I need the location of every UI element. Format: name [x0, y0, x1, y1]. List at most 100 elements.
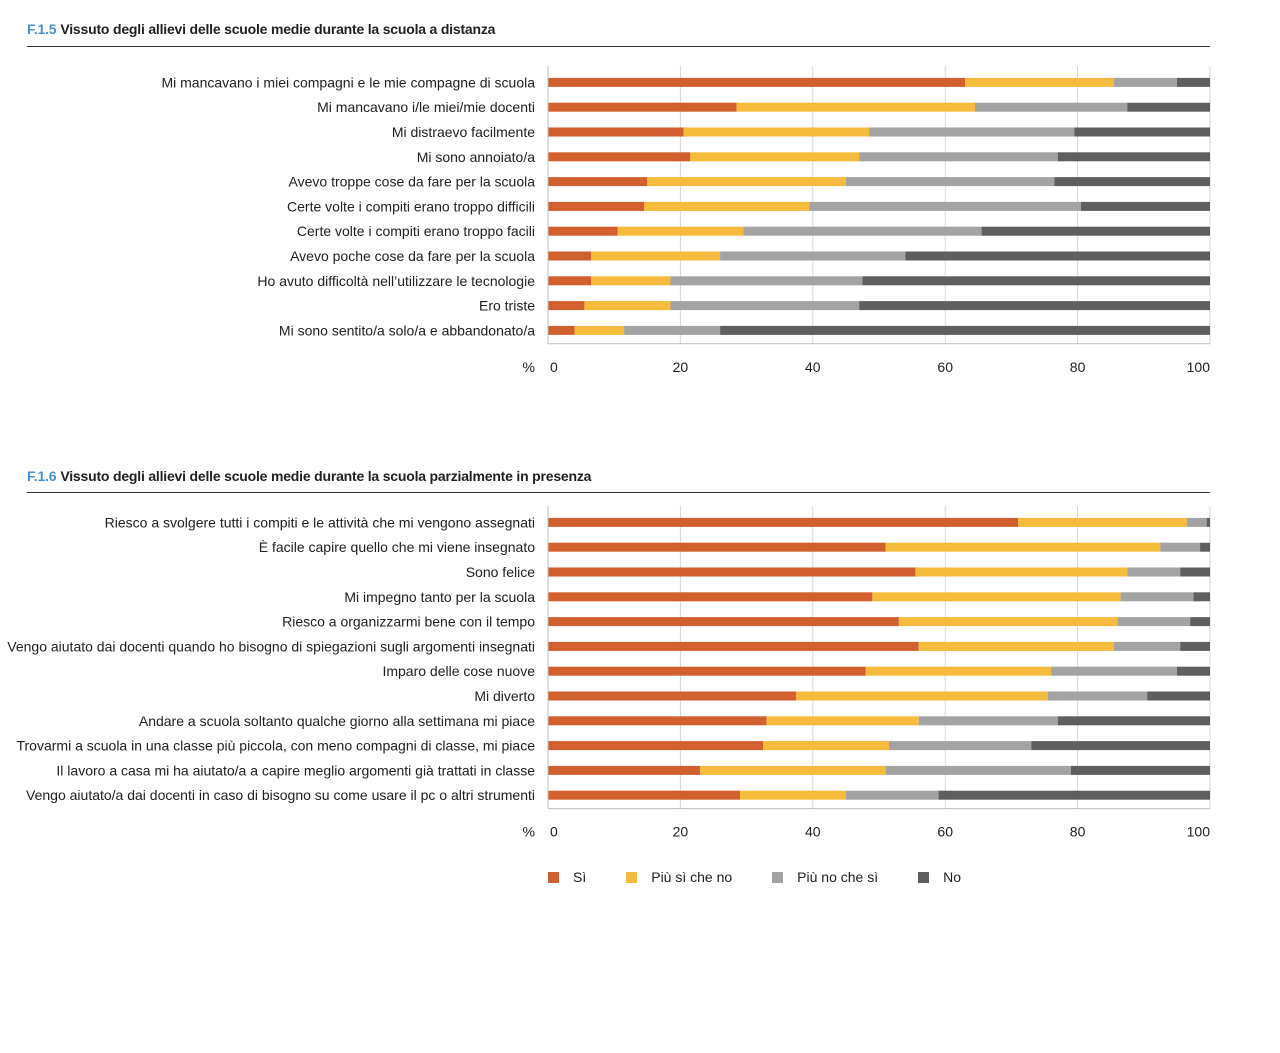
- bar-segment: [1057, 716, 1210, 726]
- legend-item-si: Sì: [548, 869, 586, 885]
- bar-segment: [1114, 641, 1181, 651]
- category-label: È facile capire quello che mi viene inse…: [259, 539, 535, 555]
- category-label: Ho avuto difficoltà nell’utilizzare le t…: [257, 273, 535, 289]
- bar-segment: [548, 790, 740, 800]
- category-label: Mi distraevo facilmente: [392, 124, 535, 140]
- bar-segment: [865, 666, 1052, 676]
- bar-segment: [974, 102, 1128, 112]
- bar-segment: [885, 765, 1071, 775]
- bar-segment: [859, 301, 1210, 311]
- bar-segment: [1120, 592, 1194, 602]
- bar-segment: [888, 741, 1032, 751]
- figure-code: F.1.6: [27, 468, 57, 484]
- legend-swatch: [918, 871, 930, 883]
- bar-segment: [1193, 592, 1210, 602]
- tick-label: 0: [550, 824, 558, 840]
- bar-segment: [548, 152, 691, 162]
- bar-segment: [918, 641, 1115, 651]
- bar-segment: [938, 790, 1210, 800]
- category-label: Andare a scuola soltanto qualche giorno …: [139, 713, 535, 729]
- category-label: Riesco a svolgere tutti i compiti e le a…: [105, 514, 535, 530]
- bar-segment: [548, 716, 767, 726]
- bar-segment: [548, 741, 764, 751]
- tick-label: 100: [1187, 824, 1211, 840]
- category-label: Trovarmi a scuola in una classe più picc…: [16, 738, 535, 754]
- category-label: Mi sono sentito/a solo/a e abbandonato/a: [279, 322, 535, 338]
- bar-segment: [1047, 691, 1148, 701]
- bar-segment: [548, 765, 701, 775]
- bar-segment: [700, 765, 886, 775]
- bar-segment: [1070, 765, 1210, 775]
- bar-segment: [1031, 741, 1210, 751]
- bar-segment: [885, 542, 1161, 552]
- bar-segment: [591, 276, 671, 286]
- legend-label: Più no che sì: [797, 869, 879, 885]
- bar-segment: [905, 251, 1210, 261]
- bar-segment: [1190, 617, 1210, 627]
- chart-title: F.1.5 Vissuto degli allievi delle scuole …: [27, 21, 495, 37]
- figure-title-text: Vissuto degli allievi delle scuole medie…: [60, 21, 496, 37]
- bar-segment: [1117, 617, 1191, 627]
- bar-segment: [1054, 177, 1210, 187]
- bar-segment: [683, 127, 870, 137]
- category-label: Mi sono annoiato/a: [417, 149, 536, 165]
- bar-segment: [548, 251, 592, 261]
- tick-label: 80: [1070, 824, 1086, 840]
- bar-segment: [548, 517, 1019, 527]
- bar-segment: [1176, 666, 1210, 676]
- bar-segment: [1114, 77, 1177, 87]
- legend-label: Più sì che no: [651, 869, 733, 885]
- bar-segment: [1057, 152, 1210, 162]
- tick-label: 40: [805, 359, 821, 375]
- bar-segment: [869, 127, 1075, 137]
- bar-segment: [796, 691, 1048, 701]
- bar-segment: [548, 666, 866, 676]
- stacked-bar-chart: Riesco a svolgere tutti i compiti e le a…: [7, 506, 1211, 840]
- bar-segment: [548, 102, 737, 112]
- category-label: Mi mancavano i miei compagni e le mie co…: [161, 74, 535, 90]
- bar-segment: [872, 592, 1121, 602]
- category-label: Certe volte i compiti erano troppo facil…: [297, 223, 535, 239]
- bar-segment: [548, 201, 644, 211]
- bar-segment: [859, 152, 1058, 162]
- bar-segment: [670, 276, 863, 286]
- category-label: Mi diverto: [474, 688, 535, 704]
- axis-unit-label: %: [523, 359, 535, 375]
- bar-segment: [1018, 517, 1187, 527]
- bar-segment: [548, 177, 648, 187]
- bar-segment: [743, 226, 982, 236]
- bar-segment: [915, 567, 1128, 577]
- bar-segment: [1180, 641, 1210, 651]
- legend-label: Sì: [573, 869, 587, 885]
- bar-segment: [720, 251, 906, 261]
- tick-label: 0: [550, 359, 558, 375]
- category-label: Riesco a organizzarmi bene con il tempo: [282, 614, 535, 630]
- tick-label: 60: [937, 824, 953, 840]
- bar-segment: [548, 127, 684, 137]
- category-label: Vengo aiutato/a dai docenti in caso di b…: [26, 787, 535, 803]
- bar-segment: [548, 301, 585, 311]
- bar-segment: [809, 201, 1081, 211]
- bar-segment: [739, 790, 846, 800]
- bar-segment: [1080, 201, 1210, 211]
- category-label: Avevo poche cose da fare per la scuola: [290, 248, 535, 264]
- legend: Sì Più sì che no Più no che sì No: [548, 869, 1001, 885]
- bar-segment: [647, 177, 846, 187]
- stacked-bar-chart: Mi mancavano i miei compagni e le mie co…: [161, 66, 1211, 375]
- tick-label: 60: [937, 359, 953, 375]
- figure-code: F.1.5: [27, 21, 57, 37]
- bar-segment: [1206, 517, 1210, 527]
- tick-label: 20: [673, 359, 689, 375]
- bar-segment: [690, 152, 860, 162]
- bar-segment: [643, 201, 810, 211]
- bar-segment: [898, 617, 1118, 627]
- bar-segment: [918, 716, 1058, 726]
- bar-segment: [1147, 691, 1210, 701]
- legend-item-piu-si: Più sì che no: [626, 869, 732, 885]
- bar-segment: [736, 102, 975, 112]
- bar-segment: [548, 617, 899, 627]
- category-label: Vengo aiutato dai docenti quando ho biso…: [7, 638, 535, 654]
- bar-segment: [548, 542, 886, 552]
- bar-segment: [965, 77, 1115, 87]
- bar-segment: [862, 276, 1210, 286]
